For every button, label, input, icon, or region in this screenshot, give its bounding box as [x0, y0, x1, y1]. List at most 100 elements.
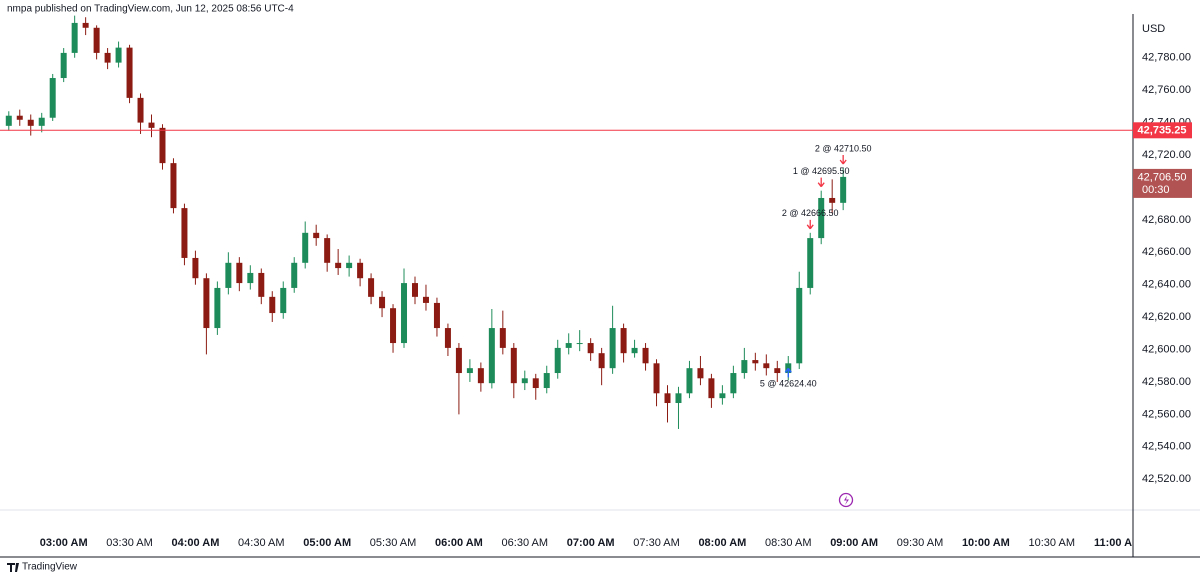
candle-body	[840, 176, 847, 203]
candle	[159, 124, 166, 170]
candle	[401, 268, 408, 348]
x-tick-label: 10:30 AM	[1029, 537, 1075, 549]
candle-body	[313, 232, 320, 239]
x-tick-label: 05:30 AM	[370, 537, 416, 549]
x-tick-label: 03:30 AM	[106, 537, 152, 549]
y-tick-label: 42,540.00	[1142, 441, 1191, 453]
candle-body	[532, 378, 539, 389]
candle	[192, 250, 199, 285]
candle-body	[368, 278, 375, 297]
candle	[653, 359, 660, 407]
candle	[444, 323, 451, 357]
candle	[433, 297, 440, 337]
candle-body	[664, 393, 671, 404]
candle-body	[774, 368, 781, 374]
candle	[840, 167, 847, 211]
candle	[807, 232, 814, 295]
candle	[104, 48, 111, 70]
candle	[203, 273, 210, 355]
candle-body	[148, 122, 155, 128]
candle	[598, 347, 605, 386]
candle-body	[411, 283, 418, 297]
candle-body	[763, 363, 770, 369]
candle	[510, 343, 517, 399]
candle	[258, 268, 265, 305]
sell-arrow	[806, 219, 814, 230]
candle	[499, 310, 506, 355]
candle-body	[741, 360, 748, 374]
candle	[82, 17, 89, 36]
y-tick-label: 42,780.00	[1142, 52, 1191, 64]
trade-label: 1 @ 42695.50	[793, 166, 850, 176]
x-tick-label: 09:30 AM	[897, 537, 943, 549]
candle-body	[225, 262, 232, 288]
candle	[829, 179, 836, 214]
currency-label: USD	[1142, 23, 1165, 35]
candle-body	[346, 262, 353, 269]
candle-body	[477, 368, 484, 384]
x-tick-label: 06:30 AM	[502, 537, 548, 549]
candle-body	[181, 208, 188, 258]
candle	[719, 385, 726, 405]
candle-body	[565, 343, 572, 348]
trade-label: 2 @ 42710.50	[815, 143, 872, 153]
candle	[796, 271, 803, 369]
candle	[708, 373, 715, 408]
price-line-label: 42,735.25	[1138, 125, 1187, 137]
price-line-tag	[1133, 122, 1192, 139]
candle-body	[357, 262, 364, 279]
candle	[587, 338, 594, 361]
trade-label: 2 @ 42666.50	[782, 208, 839, 218]
candle	[368, 273, 375, 305]
candle-body	[5, 115, 12, 126]
trade-label: 5 @ 42624.40	[760, 379, 817, 389]
candle-body	[686, 368, 693, 394]
candle-body	[642, 347, 649, 364]
candle-body	[379, 296, 386, 309]
plot-area: 5 @ 42624.40 2 @ 42666.50 1 @ 42695.50 2 @ …	[0, 15, 1133, 429]
candle	[620, 323, 627, 363]
candle	[411, 276, 418, 305]
candle	[291, 257, 298, 293]
candle	[686, 360, 693, 399]
candle	[38, 112, 45, 133]
header: nmpa published on TradingView.com, Jun 1…	[7, 4, 294, 15]
x-tick-label: 05:00 AM	[303, 537, 351, 549]
candle	[49, 73, 56, 121]
y-tick-label: 42,620.00	[1142, 311, 1191, 323]
y-tick-label: 42,660.00	[1142, 246, 1191, 258]
candle	[664, 385, 671, 423]
trade-annotation: 5 @ 42624.40	[760, 367, 817, 389]
candle-body	[576, 343, 583, 345]
candle	[335, 249, 342, 275]
candle-body	[302, 232, 309, 263]
candle	[642, 343, 649, 371]
candle-body	[785, 363, 792, 374]
candle	[763, 354, 770, 376]
candle-body	[444, 328, 451, 348]
candle-body	[49, 78, 56, 118]
last-price-tag	[1133, 168, 1192, 198]
candle-body	[214, 287, 221, 329]
candle-body	[521, 378, 528, 384]
candle	[115, 41, 122, 68]
y-tick-label: 42,760.00	[1142, 84, 1191, 96]
candle	[730, 365, 737, 399]
buy-arrow	[784, 367, 792, 378]
y-tick-label: 42,580.00	[1142, 376, 1191, 388]
logo	[7, 563, 19, 572]
candle	[774, 360, 781, 382]
candle-body	[675, 393, 682, 404]
candle-body	[38, 117, 45, 126]
candle	[214, 281, 221, 335]
lightning-icon	[838, 492, 854, 508]
candle-body	[466, 368, 473, 374]
x-tick-label: 04:30 AM	[238, 537, 284, 549]
candle-body	[818, 197, 825, 239]
x-tick-label: 09:00 AM	[830, 537, 878, 549]
price-axis: 42,520.00 42,540.00 42,560.00 42,580.00 42,6…	[1133, 52, 1192, 485]
candle-body	[554, 347, 561, 374]
candle	[137, 93, 144, 134]
sell-arrow	[817, 177, 825, 188]
candle-body	[137, 97, 144, 123]
